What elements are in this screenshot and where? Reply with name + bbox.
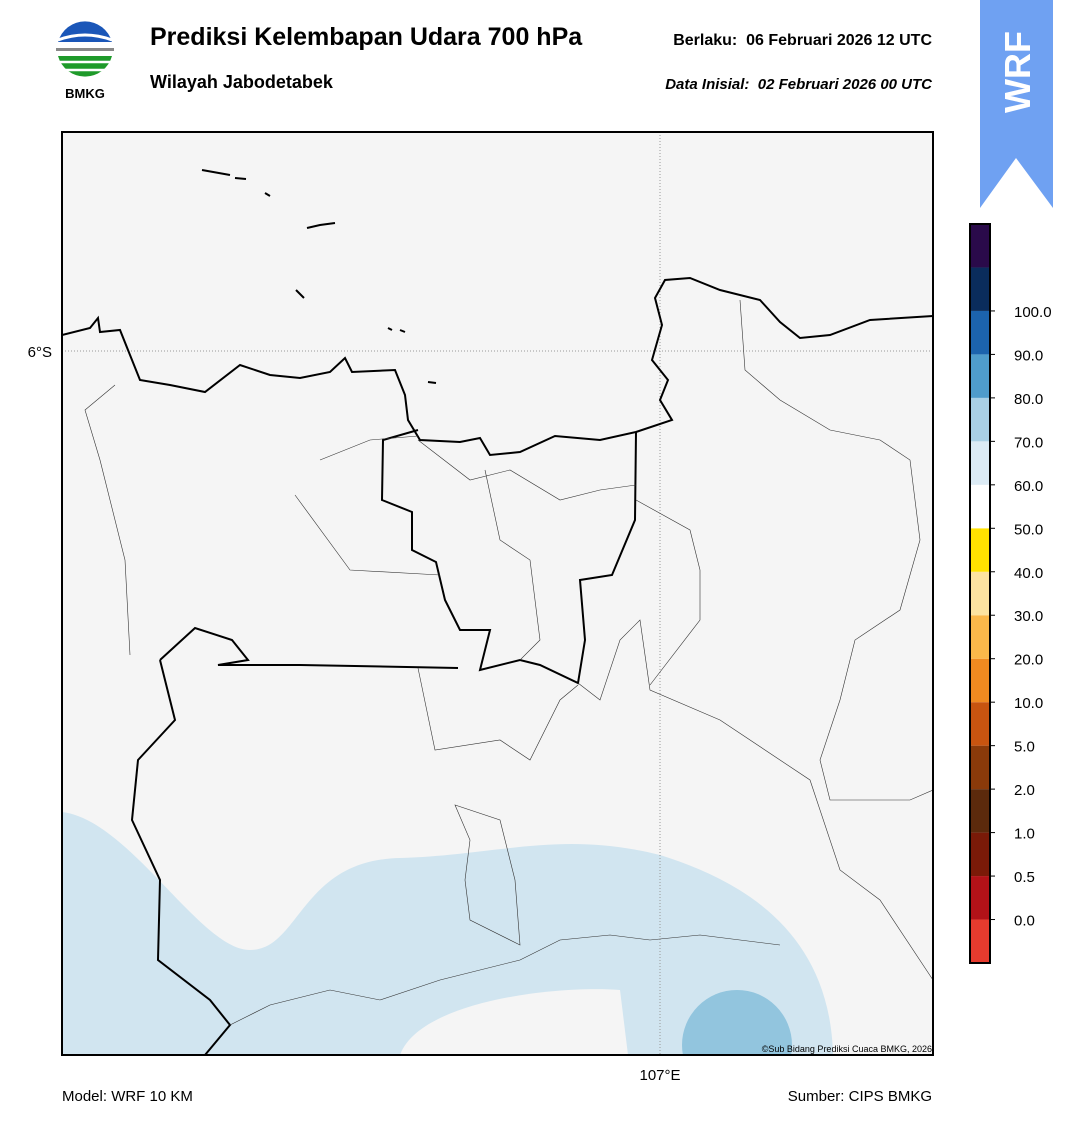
humidity-50 — [400, 989, 628, 1055]
colorbar-label: 80.0 — [1014, 391, 1043, 408]
colorbar-label: 1.0 — [1014, 826, 1035, 843]
colorbar-label: 5.0 — [1014, 739, 1035, 756]
colorbar-label: 70.0 — [1014, 434, 1043, 451]
colorbar-label: 90.0 — [1014, 347, 1043, 364]
colorbar-label: 2.0 — [1014, 782, 1035, 799]
colorbar-segment — [970, 919, 990, 963]
model: Model: WRF 10 KM — [62, 1088, 193, 1105]
colorbar-segment — [970, 658, 990, 703]
source: Sumber: CIPS BMKG — [788, 1088, 932, 1105]
init-time: Data Inisial: 02 Februari 2026 00 UTC — [665, 76, 933, 93]
colorbar-label: 10.0 — [1014, 695, 1043, 712]
humidity-60 — [62, 812, 833, 1055]
title: Prediksi Kelembapan Udara 700 hPa — [150, 23, 583, 51]
colorbar-segment — [970, 702, 990, 746]
colorbar-segment — [970, 876, 990, 920]
logo: BMKG — [56, 21, 114, 101]
colorbar-label: 40.0 — [1014, 565, 1043, 582]
colorbar-frame — [969, 223, 991, 964]
lat-label: 6°S — [28, 344, 52, 361]
colorbar-segment — [970, 397, 990, 442]
colorbar-label: 0.0 — [1014, 913, 1035, 930]
colorbar-segment — [970, 615, 990, 659]
colorbar-segment — [970, 354, 990, 398]
colorbar-segment — [970, 267, 990, 311]
valid-time: Berlaku: 06 Februari 2026 12 UTC — [673, 32, 932, 49]
colorbar-segment — [970, 832, 990, 877]
province-border — [130, 659, 232, 1055]
subtitle: Wilayah Jabodetabek — [150, 72, 334, 92]
lon-label: 107°E — [639, 1067, 680, 1084]
colorbar-segment — [970, 310, 990, 355]
colorbar-label: 50.0 — [1014, 521, 1043, 538]
colorbar-label: 20.0 — [1014, 652, 1043, 669]
island — [201, 169, 437, 384]
colorbar-segment — [970, 528, 990, 572]
colorbar-segment — [970, 745, 990, 790]
colorbar-label: 30.0 — [1014, 608, 1043, 625]
colorbar-label: 0.5 — [1014, 869, 1035, 886]
badge-text: WRF — [997, 31, 1038, 113]
logo-text: BMKG — [65, 86, 105, 101]
credit: ©Sub Bidang Prediksi Cuaca BMKG, 2026 — [762, 1044, 932, 1054]
colorbar-segment — [970, 571, 990, 616]
colorbar: 0.0 0.5 1.0 2.0 5.0 10.0 20.0 30.0 40.0 50.0 60.0 7… — [969, 223, 1052, 964]
map: ©Sub Bidang Prediksi Cuaca BMKG, 2026 — [62, 132, 933, 1055]
wrf-badge: WRF — [980, 0, 1053, 208]
district-border — [84, 299, 933, 1026]
colorbar-segment — [970, 224, 990, 268]
colorbar-label: 60.0 — [1014, 478, 1043, 495]
colorbar-segment — [970, 789, 990, 833]
colorbar-segment — [970, 484, 990, 529]
colorbar-label: 100.0 — [1014, 304, 1052, 321]
map-frame — [61, 131, 934, 1056]
province-border — [380, 429, 637, 685]
humidity-70 — [682, 990, 792, 1055]
colorbar-segment — [970, 441, 990, 485]
coastline — [62, 276, 933, 457]
province-border — [159, 626, 459, 669]
